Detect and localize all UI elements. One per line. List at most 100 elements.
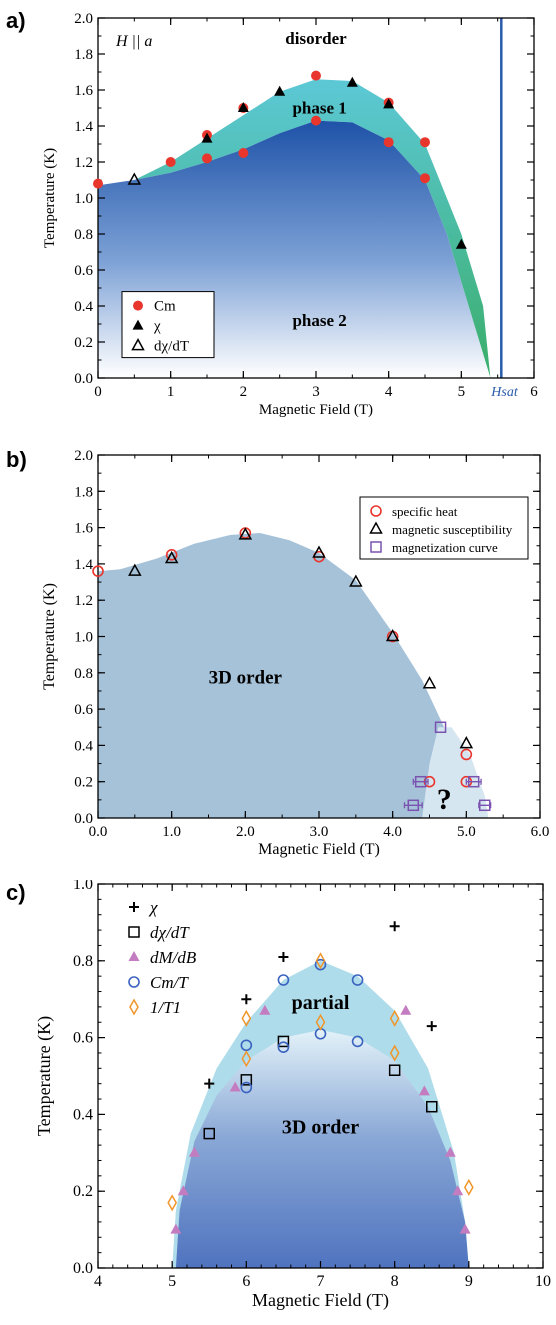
b-point-magnetic-susceptibility <box>238 527 253 540</box>
panel-a-label: a) <box>6 8 26 33</box>
b-legend-marker-specific-heat <box>370 505 382 517</box>
a-point-series <box>346 76 358 87</box>
c-legend-label-cm-t: Cm/T <box>150 973 189 992</box>
b-point-magnetic-susceptibility <box>128 563 142 576</box>
b-y-tick-label: 0.4 <box>74 738 93 754</box>
b-point-specific-heat <box>92 565 104 577</box>
b-x-tick-label: 2.0 <box>236 824 255 840</box>
b-point-magnetization-curve <box>407 799 420 812</box>
c-point-d-dt <box>388 1064 401 1076</box>
c-legend-marker-d-dt <box>128 926 140 938</box>
a-y-tick-label: 1.8 <box>74 47 93 63</box>
a-series-d-dt <box>127 172 142 185</box>
c-point-series <box>389 921 400 932</box>
a-legend-marker-d-dt <box>131 338 145 351</box>
c-x-tick-label: 8 <box>391 1273 399 1290</box>
c-point-dm-db <box>452 1185 464 1196</box>
c-point-series <box>204 1078 215 1089</box>
c-point-series <box>241 994 252 1005</box>
b-point-magnetization-curve <box>479 799 491 812</box>
a-phase1-label: phase 1 <box>292 98 346 117</box>
a-y-tick-label: 1.0 <box>74 191 93 207</box>
a-x-tick-label: 1 <box>167 384 175 400</box>
a-point-cm <box>311 115 321 126</box>
a-disorder-label: disorder <box>285 29 347 48</box>
a-point-series <box>201 132 213 143</box>
c-partial-label: partial <box>292 992 350 1014</box>
c-y-tick-label: 0.4 <box>73 1106 93 1123</box>
a-x-tick-label: 3 <box>312 384 320 400</box>
a-point-cm <box>238 148 249 158</box>
c-point-cm-t <box>240 1081 253 1094</box>
panel-c-label: c) <box>6 880 26 905</box>
c-legend-marker-1-t1 <box>129 998 139 1016</box>
b-y-tick-label: 2.0 <box>74 448 93 464</box>
c-series-1-t1 <box>167 952 474 1212</box>
a-x-tick-label: 5 <box>458 384 466 400</box>
c-point-cm-t <box>277 974 290 986</box>
b-x-tick-label: 4.0 <box>383 824 402 840</box>
c-legend-label-series: χ <box>148 898 158 917</box>
c-point-dm-db <box>418 1085 430 1096</box>
b-point-magnetic-susceptibility <box>385 628 400 642</box>
a-y-tick-label: 0.0 <box>74 371 93 387</box>
c-x-tick-label: 5 <box>168 1273 176 1290</box>
b-order-region <box>98 533 482 818</box>
c-point-dm-db <box>170 1223 182 1234</box>
c-point-dm-db <box>444 1146 456 1157</box>
c-x-axis-label: Magnetic Field (T) <box>252 1290 389 1311</box>
b-x-tick-label: 1.0 <box>162 824 181 840</box>
c-y-tick-label: 0.0 <box>73 1260 93 1277</box>
a-legend-label-series: χ <box>153 319 161 335</box>
c-x-tick-label: 6 <box>242 1273 250 1290</box>
a-y-tick-label: 0.6 <box>74 263 93 279</box>
c-series-dm-db <box>170 1004 471 1234</box>
c-series-series <box>204 921 437 1089</box>
a-point-cm <box>93 178 103 189</box>
b-legend-marker-magnetization-curve <box>370 541 382 553</box>
a-y-tick-label: 0.4 <box>74 299 93 315</box>
c-point-1-t1 <box>315 952 326 970</box>
b-point-magnetic-susceptibility <box>422 676 437 689</box>
c-legend-label-d-dt: dχ/dT <box>150 923 190 942</box>
a-y-tick-label: 1.2 <box>74 155 93 171</box>
c-point-dm-db <box>259 1004 271 1015</box>
b-error-bar <box>478 802 492 809</box>
c-point-dm-db <box>229 1081 241 1092</box>
b-x-tick-label: 6.0 <box>531 824 550 840</box>
a-point-cm <box>311 70 321 81</box>
a-point-series <box>237 102 249 112</box>
b-x-axis-label: Magnetic Field (T) <box>258 841 380 858</box>
c-point-1-t1 <box>241 1050 252 1068</box>
a-series-series <box>201 76 467 249</box>
b-legend-label-magnetization-curve: magnetization curve <box>392 540 498 555</box>
c-point-series <box>278 951 289 962</box>
b-point-magnetization-curve <box>434 721 447 733</box>
c-point-dm-db <box>400 1004 412 1015</box>
chart-c: 4 5 6 7 8 9 10 0.0 0.2 0.4 0.6 0.8 1.0 Magnetic Field… <box>34 880 551 1311</box>
c-legend-marker-dm-db <box>128 951 140 961</box>
a-point-cm <box>383 137 394 148</box>
c-point-series <box>426 1021 437 1032</box>
c-order-region <box>175 1029 469 1268</box>
b-series-magnetic-susceptibility <box>128 527 474 749</box>
c-legend-label-1-t1: 1/T1 <box>150 998 181 1017</box>
a-point-cm <box>420 137 430 148</box>
b-legend-marker-magnetic-susceptibility <box>369 521 383 534</box>
c-y-tick-label: 0.8 <box>73 953 93 970</box>
a-x-axis-label: Magnetic Field (T) <box>259 402 373 418</box>
b-point-magnetic-susceptibility <box>312 545 326 558</box>
a-y-axis-label: Temperature (K) <box>42 148 58 248</box>
b-y-tick-label: 0.8 <box>74 666 93 682</box>
c-x-tick-label: 10 <box>535 1273 551 1290</box>
c-point-d-dt <box>240 1074 253 1086</box>
b-point-magnetic-susceptibility <box>164 550 179 564</box>
b-x-tick-label: 3.0 <box>310 824 329 840</box>
b-x-tick-label: 0.0 <box>89 824 108 840</box>
b-y-tick-label: 0.2 <box>74 775 93 791</box>
a-point-d-dt <box>127 172 142 185</box>
b-point-magnetic-susceptibility <box>349 574 363 587</box>
c-point-1-t1 <box>241 1009 252 1027</box>
a-point-cm <box>202 153 212 164</box>
a-y-tick-label: 0.8 <box>74 227 93 243</box>
